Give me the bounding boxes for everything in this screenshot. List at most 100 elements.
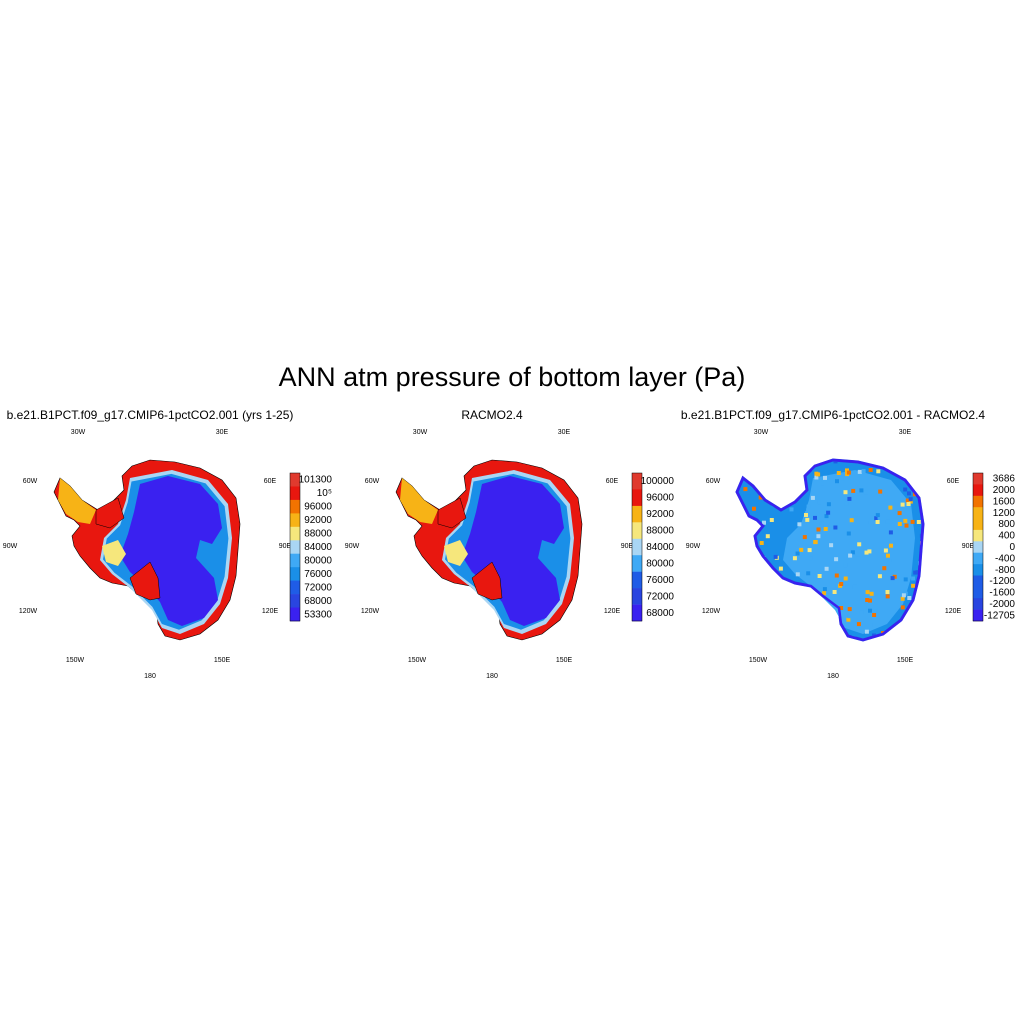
difference-cell	[762, 520, 766, 525]
difference-cell	[737, 560, 740, 565]
difference-cell	[914, 631, 919, 636]
longitude-label: 30W	[754, 429, 769, 436]
difference-cell	[765, 584, 770, 589]
difference-cell	[820, 481, 825, 486]
longitude-label: 60W	[365, 478, 380, 485]
colorbar-label: 1600	[993, 497, 1016, 508]
difference-cell	[864, 629, 869, 634]
antarctica-map: 30W 30E 60W 60E 90W 90E 120W 120E 150W 150E 180 36…	[686, 429, 1016, 680]
longitude-label: 150E	[556, 657, 573, 664]
difference-cell	[831, 614, 836, 619]
difference-cell	[848, 553, 853, 558]
difference-cell	[755, 573, 760, 578]
colorbar-label: 76000	[646, 575, 674, 586]
difference-cell	[808, 556, 813, 561]
difference-cell	[817, 500, 822, 505]
difference-cell	[826, 510, 831, 515]
difference-cell	[904, 523, 909, 528]
difference-cell	[795, 551, 800, 556]
difference-cell	[783, 627, 788, 632]
colorbar-swatch	[973, 507, 983, 519]
difference-cell	[773, 627, 778, 632]
difference-cell	[739, 633, 743, 638]
difference-cell	[790, 479, 795, 484]
difference-cell	[859, 488, 864, 493]
difference-cell	[877, 574, 882, 579]
colorbar-label: 68000	[304, 596, 332, 607]
difference-cell	[738, 624, 742, 629]
difference-cell	[868, 468, 873, 472]
difference-cell	[900, 634, 905, 639]
difference-cell	[784, 489, 789, 493]
difference-cell	[926, 617, 930, 621]
colorbar-label: 400	[998, 531, 1015, 542]
difference-cell	[913, 570, 918, 575]
difference-cell	[750, 541, 755, 546]
difference-cell	[873, 609, 878, 614]
ronne-ice-shelf	[95, 497, 125, 529]
peninsula-region	[400, 478, 438, 524]
longitude-label: 180	[144, 673, 156, 680]
difference-cell	[885, 519, 890, 524]
difference-cell	[906, 502, 911, 506]
difference-cell	[885, 594, 890, 599]
difference-cell	[913, 462, 918, 467]
map-panel-racmo: RACMO2.4 30W 30E 60W 60E 90W 90E 120W 120E 150W 1…	[342, 408, 682, 688]
difference-cell	[908, 499, 913, 504]
colorbar-label: 0	[1009, 542, 1015, 553]
longitude-label: 30W	[71, 429, 86, 436]
colorbar-swatch	[632, 505, 642, 523]
difference-cell	[753, 586, 758, 591]
difference-cell	[812, 608, 817, 613]
difference-cell	[920, 607, 923, 612]
longitude-label: 60W	[23, 478, 38, 485]
difference-cell	[759, 541, 764, 545]
colorbar-label: -800	[995, 565, 1015, 576]
difference-cell	[916, 520, 921, 524]
difference-cell	[829, 543, 834, 548]
longitude-label: 150E	[214, 657, 231, 664]
colorbar-label: 88000	[646, 526, 674, 537]
colorbar-swatch	[973, 518, 983, 531]
difference-cell	[819, 521, 824, 526]
ross-ice-shelf	[471, 561, 503, 601]
difference-cell	[811, 623, 816, 628]
coast-negative-band	[735, 458, 925, 642]
colorbar-swatch	[632, 522, 642, 539]
difference-cell	[773, 554, 778, 559]
difference-cell	[821, 610, 826, 615]
difference-cell	[847, 614, 852, 619]
difference-cell	[864, 520, 869, 525]
difference-cell	[908, 629, 913, 634]
plateau-region	[462, 476, 564, 626]
difference-cell	[855, 552, 860, 557]
colorbar-label: -2000	[989, 599, 1015, 610]
difference-cell	[847, 607, 852, 612]
difference-cell	[834, 573, 839, 578]
difference-cell	[832, 590, 837, 594]
colorbar-frame	[631, 472, 643, 622]
colorbar-swatch	[632, 473, 642, 490]
difference-cell	[737, 539, 738, 544]
difference-cell	[816, 613, 821, 618]
longitude-label: 30E	[216, 429, 229, 436]
difference-cell	[750, 625, 755, 630]
difference-cell	[911, 583, 916, 588]
colorbar-swatch	[973, 529, 983, 542]
antarctica-map: 30W 30E 60W 60E 90W 90E 120W 120E 150W 150E 180 10…	[3, 429, 333, 680]
difference-cell	[751, 551, 756, 556]
difference-cell	[819, 523, 824, 528]
colorbar-swatch	[290, 553, 300, 568]
colorbar-swatch	[290, 594, 300, 608]
difference-cell	[907, 491, 911, 496]
difference-cell	[903, 518, 908, 523]
longitude-label: 120E	[604, 608, 621, 615]
difference-cell	[822, 591, 827, 596]
difference-cell	[751, 612, 756, 617]
difference-cell	[810, 495, 815, 500]
colorbar-label: 72000	[304, 582, 332, 593]
difference-cell	[742, 461, 747, 466]
difference-cell	[755, 467, 760, 472]
difference-cell	[797, 621, 802, 626]
difference-cell	[816, 534, 821, 539]
